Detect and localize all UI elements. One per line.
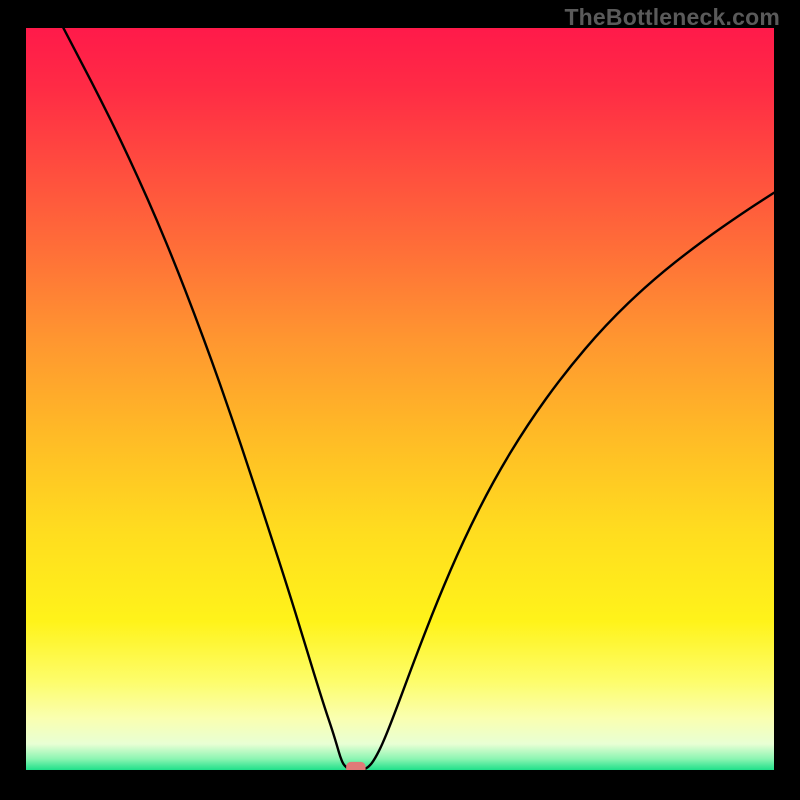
watermark-text: TheBottleneck.com	[564, 4, 780, 31]
chart-frame: TheBottleneck.com	[0, 0, 800, 800]
optimum-marker	[346, 762, 365, 770]
chart-svg	[26, 28, 774, 770]
plot-area	[26, 28, 774, 770]
gradient-background	[26, 28, 774, 770]
